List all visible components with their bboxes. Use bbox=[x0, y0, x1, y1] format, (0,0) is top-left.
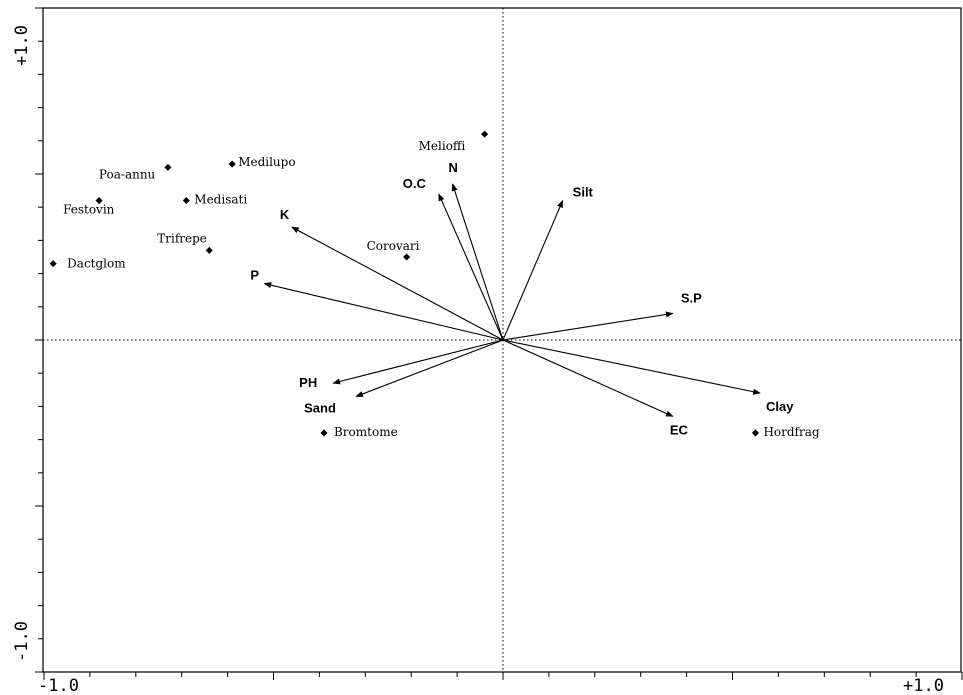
vector-arrow-ph bbox=[332, 339, 504, 385]
species-label-festovin: Festovin bbox=[63, 203, 115, 217]
vector-label-k: K bbox=[280, 207, 290, 222]
x-axis-min-label: -1.0 bbox=[38, 676, 79, 695]
vector-label-p: P bbox=[250, 268, 259, 283]
species-point-festovin bbox=[95, 197, 103, 205]
vector-label-sand: Sand bbox=[304, 400, 336, 415]
species-label-dactglom: Dactglom bbox=[67, 257, 126, 271]
y-axis-min-label: -1.0 bbox=[12, 621, 32, 662]
species-label-medilupo: Medilupo bbox=[238, 155, 295, 169]
species-label-corovari: Corovari bbox=[367, 239, 420, 253]
species-point-dactglom bbox=[49, 260, 57, 268]
vector-arrow-oc bbox=[438, 193, 504, 341]
species-label-poa-annu: Poa-annu bbox=[99, 167, 156, 181]
species-points: Melioffi Medilupo Poa-annu Medisati Festovin… bbox=[49, 130, 820, 439]
vector-label-ec: EC bbox=[670, 422, 689, 437]
species-point-hordfrag bbox=[751, 429, 759, 437]
species-point-melioffi bbox=[481, 130, 489, 138]
x-axis-max-label: +1.0 bbox=[903, 676, 944, 695]
vector-arrow-n bbox=[451, 183, 504, 341]
vector-label-oc: O.C bbox=[403, 176, 427, 191]
axis-ticks bbox=[35, 7, 963, 680]
species-point-trifrepe bbox=[205, 246, 213, 254]
vector-arrow-ec bbox=[502, 339, 674, 417]
species-point-medisati bbox=[182, 197, 190, 205]
vector-arrow-sp bbox=[502, 311, 674, 341]
y-axis-max-label: +1.0 bbox=[12, 25, 32, 66]
vector-label-silt: Silt bbox=[573, 185, 594, 200]
vector-label-sp: S.P bbox=[681, 290, 702, 305]
species-point-bromtome bbox=[320, 429, 328, 437]
species-label-hordfrag: Hordfrag bbox=[763, 425, 819, 439]
vector-arrow-silt bbox=[502, 199, 564, 341]
vector-arrow-sand bbox=[355, 339, 504, 397]
species-point-corovari bbox=[403, 253, 411, 261]
species-point-medilupo bbox=[228, 160, 236, 168]
vector-label-n: N bbox=[449, 160, 458, 175]
species-point-poa-annu bbox=[164, 163, 172, 171]
vector-label-clay: Clay bbox=[766, 399, 794, 414]
vector-arrow-k bbox=[291, 226, 504, 341]
species-label-bromtome: Bromtome bbox=[334, 425, 398, 439]
species-label-medisati: Medisati bbox=[194, 193, 247, 207]
vector-arrow-clay bbox=[502, 339, 761, 395]
species-label-trifrepe: Trifrepe bbox=[157, 231, 207, 245]
species-label-melioffi: Melioffi bbox=[419, 139, 466, 153]
environmental-vectors: N O.C Silt K P S.P PH Sand Clay EC bbox=[250, 160, 794, 437]
vector-label-ph: PH bbox=[299, 375, 317, 390]
vector-arrow-p bbox=[263, 282, 504, 341]
